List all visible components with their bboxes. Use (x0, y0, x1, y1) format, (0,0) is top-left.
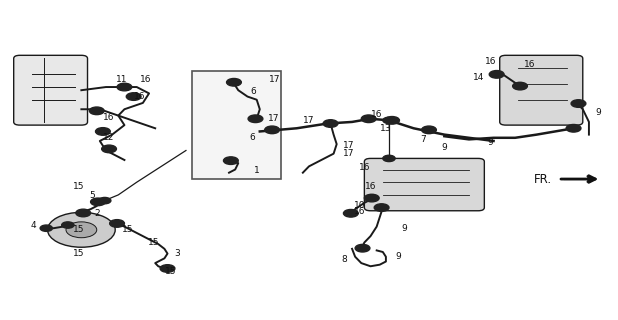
Circle shape (571, 100, 586, 107)
Text: 17: 17 (343, 149, 355, 158)
Text: 3: 3 (174, 249, 180, 258)
Circle shape (355, 244, 370, 252)
Text: 15: 15 (72, 249, 84, 258)
FancyBboxPatch shape (192, 71, 281, 179)
Text: 16: 16 (523, 60, 535, 69)
Text: 15: 15 (148, 238, 159, 247)
Text: 1: 1 (254, 166, 260, 175)
Text: 6: 6 (250, 133, 255, 142)
Text: 9: 9 (402, 224, 407, 233)
Circle shape (323, 120, 338, 127)
Text: 17: 17 (268, 114, 279, 123)
Circle shape (344, 210, 358, 217)
Circle shape (48, 212, 115, 247)
Circle shape (62, 222, 74, 228)
Circle shape (126, 93, 141, 100)
Text: 17: 17 (343, 141, 355, 150)
Text: 16: 16 (371, 109, 383, 118)
Text: 7: 7 (420, 135, 426, 144)
Text: 16: 16 (134, 92, 146, 101)
Circle shape (117, 83, 132, 91)
Text: 9: 9 (488, 138, 493, 147)
Circle shape (66, 222, 97, 238)
FancyBboxPatch shape (500, 55, 583, 125)
Circle shape (566, 124, 581, 132)
Text: 2: 2 (94, 209, 99, 219)
Circle shape (224, 157, 239, 164)
Text: 8: 8 (342, 255, 347, 264)
Text: 15: 15 (72, 182, 84, 191)
Text: 6: 6 (251, 87, 256, 96)
Circle shape (90, 107, 104, 115)
Circle shape (383, 117, 395, 124)
Circle shape (365, 194, 379, 202)
FancyBboxPatch shape (14, 55, 88, 125)
Text: 12: 12 (103, 133, 115, 142)
Text: 17: 17 (269, 75, 281, 84)
Circle shape (383, 155, 395, 162)
Text: 14: 14 (473, 73, 484, 82)
Circle shape (96, 128, 110, 135)
Circle shape (375, 204, 389, 212)
Circle shape (384, 116, 399, 124)
Text: 17: 17 (303, 116, 315, 125)
Text: 16: 16 (103, 113, 115, 122)
Text: 16: 16 (485, 57, 496, 66)
Circle shape (76, 209, 91, 217)
Text: 16: 16 (353, 207, 365, 216)
Text: 10: 10 (353, 201, 365, 210)
Text: 9: 9 (396, 252, 401, 261)
Text: 16: 16 (358, 164, 370, 172)
Text: 16: 16 (365, 182, 376, 191)
Text: 4: 4 (30, 220, 36, 229)
Text: 11: 11 (116, 75, 127, 84)
FancyBboxPatch shape (365, 158, 485, 211)
Circle shape (99, 197, 111, 204)
Text: 5: 5 (90, 191, 95, 200)
Text: 15: 15 (165, 267, 176, 276)
Text: 13: 13 (380, 124, 392, 133)
Circle shape (513, 82, 527, 90)
Text: 16: 16 (140, 75, 151, 84)
Text: 15: 15 (72, 225, 84, 234)
Circle shape (248, 115, 263, 123)
Text: 9: 9 (441, 143, 447, 152)
Circle shape (489, 70, 504, 78)
Circle shape (265, 126, 279, 134)
Circle shape (227, 78, 241, 86)
Text: 15: 15 (122, 225, 133, 234)
Circle shape (102, 145, 116, 153)
Circle shape (91, 198, 105, 206)
Circle shape (421, 126, 436, 134)
Circle shape (40, 225, 53, 231)
Circle shape (109, 220, 124, 227)
Circle shape (362, 115, 376, 123)
Text: FR.: FR. (534, 172, 552, 186)
Circle shape (160, 265, 175, 272)
Text: 9: 9 (595, 108, 601, 117)
